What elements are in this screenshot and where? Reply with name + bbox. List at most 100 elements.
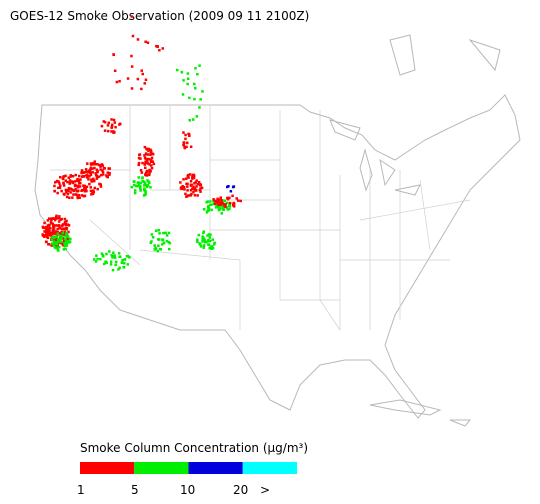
smoke-pixel <box>51 242 54 245</box>
smoke-pixel <box>57 220 61 223</box>
smoke-pixel <box>109 263 113 266</box>
smoke-pixel <box>90 180 93 183</box>
colorbar: 1 5 10 20 > <box>77 462 297 497</box>
smoke-pixel <box>70 188 74 191</box>
smoke-pixel <box>99 183 102 186</box>
smoke-pixel <box>188 133 191 136</box>
smoke-pixel <box>121 259 124 262</box>
smoke-pixel <box>69 191 72 194</box>
smoke-pixel <box>68 240 72 244</box>
smoke-pixel <box>59 234 62 237</box>
smoke-pixel <box>68 179 72 182</box>
smoke-pixel <box>186 185 189 188</box>
smoke-pixel <box>158 247 162 251</box>
smoke-pixel <box>126 254 130 258</box>
smoke-pixel <box>60 237 63 240</box>
smoke-pixel <box>153 244 156 247</box>
smoke-pixel <box>196 73 199 76</box>
smoke-pixel <box>228 196 231 200</box>
smoke-pixel <box>83 186 86 190</box>
smoke-pixel <box>199 245 203 248</box>
smoke-pixel <box>209 200 212 203</box>
smoke-pixel <box>223 204 226 207</box>
smoke-pixel <box>58 232 61 235</box>
smoke-pixel <box>62 233 66 236</box>
smoke-pixel <box>76 196 79 200</box>
smoke-pixel <box>102 255 105 258</box>
smoke-pixel <box>198 242 201 245</box>
smoke-pixel <box>232 204 235 207</box>
smoke-pixel <box>132 180 136 183</box>
smoke-pixel <box>139 181 143 185</box>
smoke-pixel <box>53 189 56 193</box>
smoke-pixel <box>180 71 184 74</box>
smoke-pixel <box>181 185 184 188</box>
smoke-pixel <box>182 141 185 144</box>
smoke-pixel <box>122 266 126 269</box>
smoke-pixel <box>156 238 160 241</box>
smoke-pixel <box>51 222 54 225</box>
smoke-pixel <box>86 176 89 179</box>
smoke-pixel <box>118 123 121 126</box>
smoke-pixel <box>63 220 67 224</box>
smoke-pixel <box>61 223 64 227</box>
smoke-pixel <box>147 157 151 161</box>
smoke-pixel <box>95 254 98 257</box>
smoke-pixel <box>52 226 55 230</box>
smoke-pixel <box>176 68 179 72</box>
colorbar-title: Smoke Column Concentration (μg/m³) <box>80 441 308 455</box>
smoke-pixel <box>194 87 197 90</box>
smoke-pixel <box>100 163 104 166</box>
smoke-pixel <box>85 173 88 177</box>
smoke-pixel <box>77 189 80 192</box>
smoke-pixel <box>96 175 99 179</box>
smoke-pixel <box>195 185 198 188</box>
coastline-border <box>34 94 521 419</box>
smoke-pixel <box>196 238 199 241</box>
smoke-pixel <box>94 163 97 166</box>
smoke-pixel <box>47 243 50 246</box>
smoke-pixel <box>59 176 62 179</box>
smoke-pixel <box>200 186 204 190</box>
smoke-pixel <box>130 54 133 58</box>
smoke-pixel <box>126 263 129 266</box>
smoke-pixel <box>110 126 113 129</box>
smoke-pixel <box>208 239 212 243</box>
smoke-pixel <box>186 72 190 75</box>
smoke-pixel <box>150 164 153 167</box>
smoke-pixel <box>62 184 66 187</box>
smoke-pixel <box>80 171 83 174</box>
smoke-pixel <box>93 186 96 190</box>
smoke-pixel <box>226 207 229 211</box>
smoke-pixel <box>106 129 110 133</box>
smoke-pixel <box>75 189 78 193</box>
smoke-pixel <box>112 255 115 258</box>
smoke-pixel <box>201 90 204 93</box>
smoke-pixel <box>91 192 95 195</box>
smoke-pixel <box>194 181 197 184</box>
smoke-pixel <box>210 203 213 206</box>
smoke-pixel <box>201 236 205 239</box>
smoke-pixel <box>60 228 64 231</box>
smoke-pixel <box>144 40 147 43</box>
smoke-pixel <box>57 240 60 243</box>
smoke-pixel <box>143 156 147 160</box>
smoke-pixel <box>108 171 111 175</box>
smoke-pixel <box>143 163 146 166</box>
smoke-pixel <box>203 239 206 242</box>
smoke-pixel <box>168 247 171 251</box>
smoke-pixel <box>48 223 51 227</box>
smoke-pixel <box>206 200 209 203</box>
smoke-pixel <box>99 164 102 167</box>
smoke-pixel <box>43 230 46 233</box>
smoke-pixel <box>87 178 90 181</box>
smoke-pixel <box>84 188 87 191</box>
smoke-pixel <box>64 247 67 251</box>
smoke-pixel <box>145 185 149 189</box>
smoke-pixel <box>207 243 211 247</box>
smoke-pixel <box>74 187 77 191</box>
smoke-pixel <box>64 240 68 243</box>
smoke-pixel <box>102 120 105 123</box>
smoke-pixel <box>95 177 99 180</box>
smoke-pixel <box>151 236 155 239</box>
